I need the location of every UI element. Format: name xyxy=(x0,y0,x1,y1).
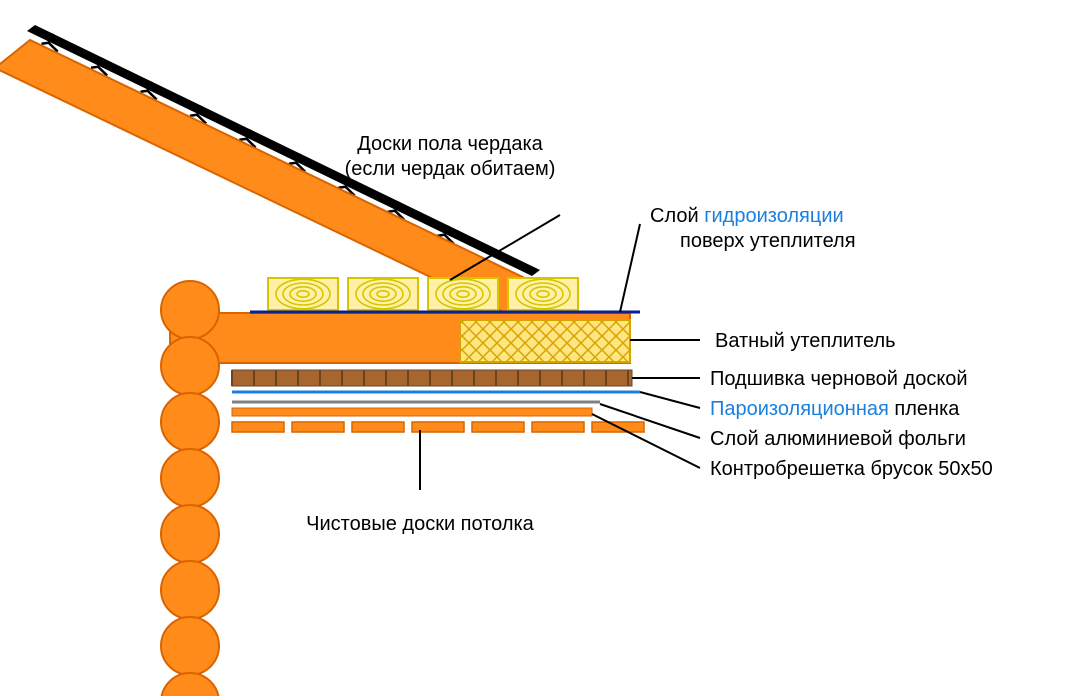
diagram-canvas: Доски пола чердака (если чердак обитаем) С… xyxy=(0,0,1076,696)
label-insulation: Ватный утеплитель xyxy=(715,330,896,352)
label-rough-boarding: Подшивка черновой доской xyxy=(710,368,968,390)
label-counter-batten: Контробрешетка брусок 50х50 xyxy=(710,458,993,480)
counter-batten xyxy=(232,408,592,416)
label-attic-l2: (если чердак обитаем) xyxy=(345,158,556,180)
insulation-layer xyxy=(460,320,630,362)
label-foil: Слой алюминиевой фольги xyxy=(710,428,966,450)
label-hydro: Слой гидроизоляции xyxy=(650,205,844,227)
ceiling-boards xyxy=(232,422,644,432)
label-hydro-l2: поверх утеплителя xyxy=(680,230,856,252)
label-vapor: Пароизоляционная пленка xyxy=(710,398,960,420)
rough-boarding xyxy=(232,370,632,386)
label-ceiling-boards: Чистовые доски потолка xyxy=(306,513,535,535)
label-attic-l1: Доски пола чердака xyxy=(357,133,543,155)
